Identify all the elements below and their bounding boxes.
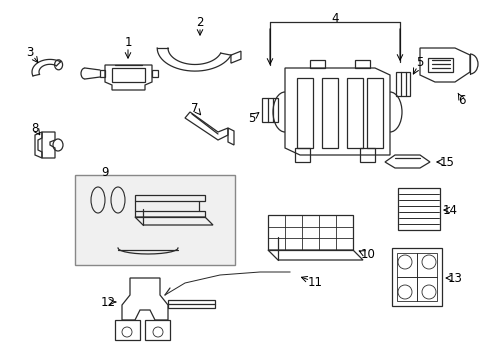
Text: 7: 7 (191, 102, 198, 114)
Text: 9: 9 (101, 166, 108, 179)
Text: 2: 2 (196, 15, 203, 28)
Bar (396, 253, 436, 301)
Text: 14: 14 (442, 203, 457, 216)
Bar (391, 248, 441, 306)
Text: 11: 11 (307, 275, 322, 288)
Text: 3: 3 (26, 45, 34, 58)
Text: 5: 5 (415, 55, 423, 68)
Text: 5: 5 (248, 112, 255, 125)
Text: 8: 8 (31, 122, 39, 135)
Text: 6: 6 (457, 94, 465, 107)
Text: 10: 10 (360, 248, 375, 261)
Bar (397, 188, 439, 230)
Text: 13: 13 (447, 271, 462, 284)
Text: 1: 1 (124, 36, 131, 49)
Text: 4: 4 (330, 12, 338, 24)
Text: 15: 15 (439, 156, 453, 168)
Text: 12: 12 (101, 296, 115, 309)
Bar (75, 175, 235, 265)
